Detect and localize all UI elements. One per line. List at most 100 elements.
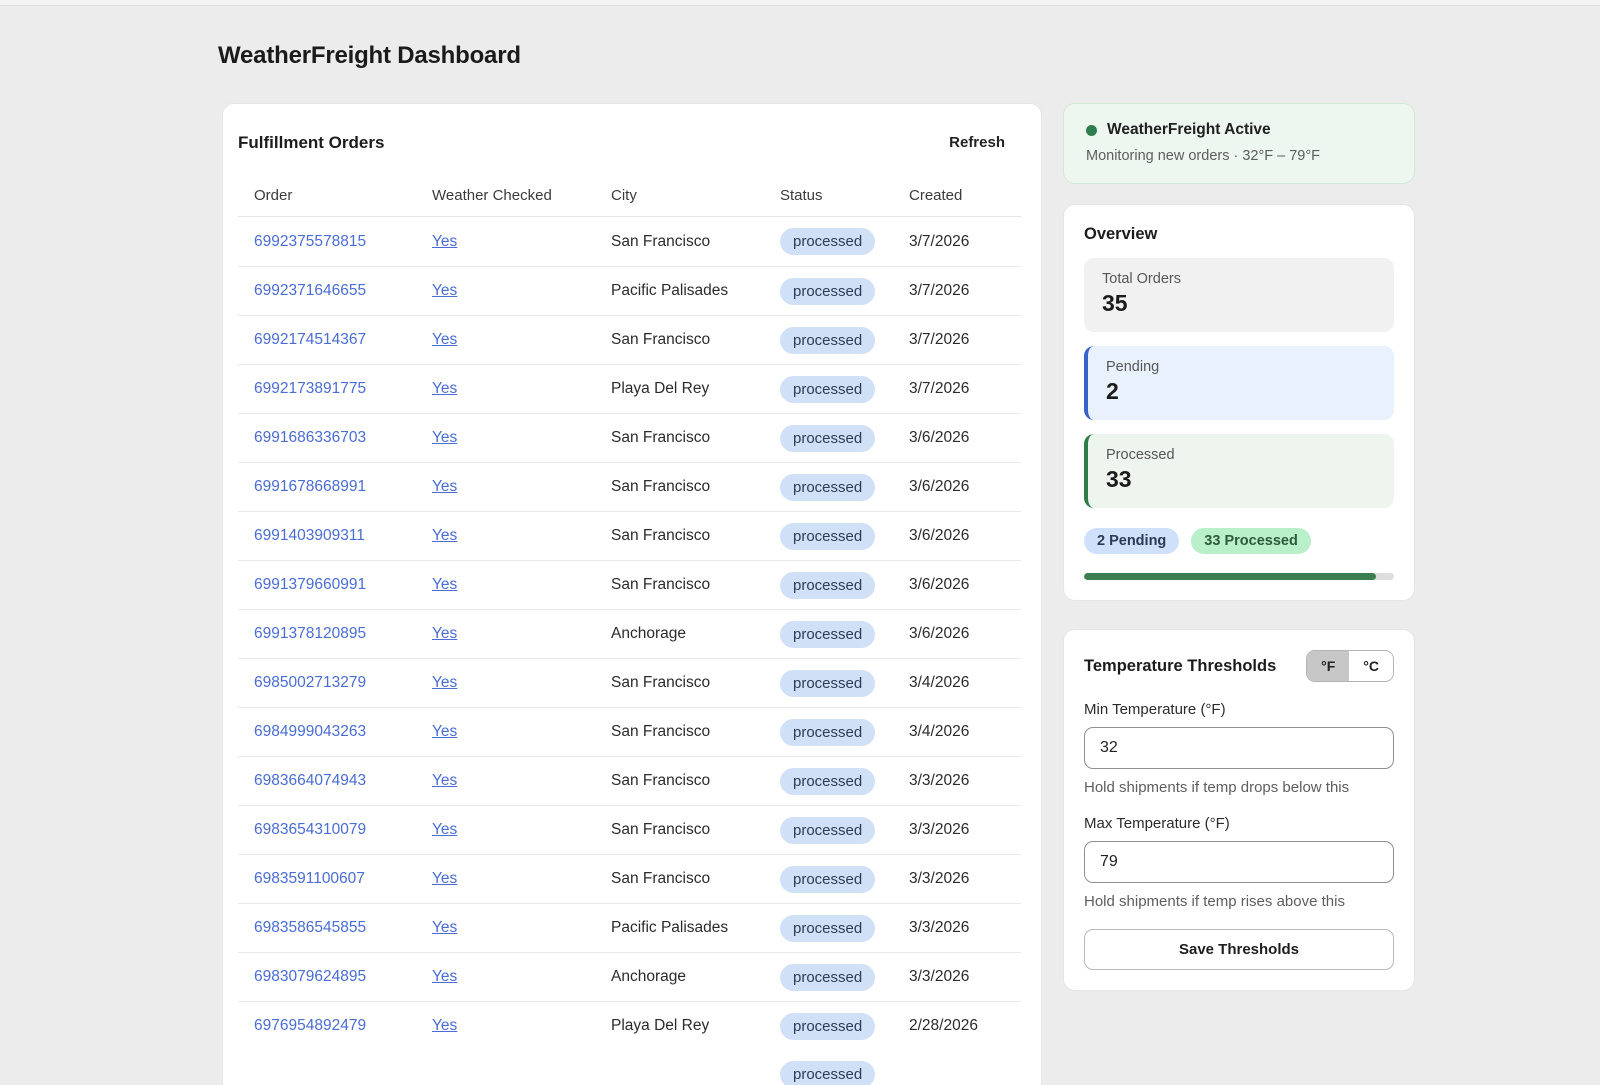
created-cell: 3/3/2026 [893,870,1021,888]
status-cell: processed [764,817,893,844]
order-number-link[interactable]: 6992371646655 [254,282,366,299]
weather-checked-link[interactable]: Yes [432,576,457,593]
status-badge: processed [780,1061,875,1085]
weather-checked-link[interactable]: Yes [432,380,457,397]
created-cell: 3/7/2026 [893,380,1021,398]
created-cell: 2/28/2026 [893,1017,1021,1035]
unit-toggle-celsius[interactable]: °C [1349,651,1393,681]
weather-checked-link[interactable]: Yes [432,331,457,348]
stat-value: 35 [1102,290,1376,317]
max-temperature-input[interactable] [1084,841,1394,883]
order-number-link[interactable]: 6983654310079 [254,821,366,838]
min-temperature-input[interactable] [1084,727,1394,769]
order-cell: 6983591100607 [238,870,416,888]
order-number-link[interactable]: 6992173891775 [254,380,366,397]
weather-checked-link[interactable]: Yes [432,233,457,250]
orders-table: Order Weather Checked City Status Create… [238,175,1021,1085]
order-cell: 6983664074943 [238,772,416,790]
created-cell: 3/3/2026 [893,772,1021,790]
created-cell: 3/6/2026 [893,625,1021,643]
status-cell: processed [764,719,893,746]
order-cell: 6992173891775 [238,380,416,398]
stat-value: 33 [1106,466,1376,493]
order-number-link[interactable]: 6983664074943 [254,772,366,789]
weather-checked-cell: Yes [416,968,595,986]
unit-toggle-fahrenheit[interactable]: °F [1307,651,1349,681]
order-number-link[interactable]: 6983079624895 [254,968,366,985]
stat-label: Processed [1106,447,1376,463]
order-number-link[interactable]: 6991378120895 [254,625,366,642]
order-cell: 6992371646655 [238,282,416,300]
order-number-link[interactable]: 6992375578815 [254,233,366,250]
weather-checked-cell: Yes [416,282,595,300]
weather-checked-cell: Yes [416,331,595,349]
service-status-card: WeatherFreight Active Monitoring new ord… [1063,103,1415,184]
status-cell: processed [764,572,893,599]
save-thresholds-button[interactable]: Save Thresholds [1084,929,1394,970]
table-row: 6992375578815 Yes San Francisco processe… [238,217,1021,266]
city-cell: Playa Del Rey [595,1017,764,1035]
overview-stats: Total Orders 35 Pending 2 Processed 33 [1084,258,1394,508]
order-cell: 6976954892479 [238,1017,416,1035]
city-cell: San Francisco [595,233,764,251]
order-number-link[interactable]: 6983591100607 [254,870,365,887]
table-row: 6983654310079 Yes San Francisco processe… [238,805,1021,854]
city-cell: Anchorage [595,968,764,986]
created-cell: 3/7/2026 [893,331,1021,349]
created-cell: 3/3/2026 [893,821,1021,839]
order-number-link[interactable]: 6985002713279 [254,674,366,691]
order-number-link[interactable]: 6991686336703 [254,429,366,446]
weather-checked-link[interactable]: Yes [432,478,457,495]
status-cell: processed [764,1013,893,1040]
service-status-title: WeatherFreight Active [1107,121,1271,139]
city-cell: Playa Del Rey [595,380,764,398]
weather-checked-link[interactable]: Yes [432,821,457,838]
table-row: 6985002713279 Yes San Francisco processe… [238,658,1021,707]
weather-checked-link[interactable]: Yes [432,919,457,936]
status-badge: processed [780,523,875,550]
weather-checked-link[interactable]: Yes [432,1017,457,1034]
order-number-link[interactable]: 6983586545855 [254,919,366,936]
weather-checked-cell: Yes [416,576,595,594]
weather-checked-link[interactable]: Yes [432,429,457,446]
status-cell: processed [764,670,893,697]
city-cell: San Francisco [595,331,764,349]
weather-checked-link[interactable]: Yes [432,282,457,299]
city-cell: Pacific Palisades [595,282,764,300]
refresh-button[interactable]: Refresh [947,130,1007,155]
weather-checked-cell: Yes [416,723,595,741]
weather-checked-cell: Yes [416,478,595,496]
status-badge: processed [780,1013,875,1040]
status-cell: processed [764,768,893,795]
fulfillment-orders-card: Fulfillment Orders Refresh Order Weather… [222,103,1042,1085]
weather-checked-link[interactable]: Yes [432,527,457,544]
table-row: 6992371646655 Yes Pacific Palisades proc… [238,266,1021,315]
status-badge: processed [780,278,875,305]
order-number-link[interactable]: 6992174514367 [254,331,366,348]
weather-checked-link[interactable]: Yes [432,674,457,691]
status-badge: processed [780,327,875,354]
status-cell: processed [764,621,893,648]
order-number-link[interactable]: 6991403909311 [254,527,365,544]
weather-checked-link[interactable]: Yes [432,870,457,887]
order-number-link[interactable]: 6991379660991 [254,576,366,593]
order-number-link[interactable]: 6984999043263 [254,723,366,740]
city-cell: Anchorage [595,625,764,643]
order-cell: 6991379660991 [238,576,416,594]
weather-checked-link[interactable]: Yes [432,625,457,642]
column-header-order: Order [238,187,416,204]
overview-heading: Overview [1084,225,1394,244]
order-cell: 6983079624895 [238,968,416,986]
weather-checked-link[interactable]: Yes [432,968,457,985]
table-row: 6992173891775 Yes Playa Del Rey processe… [238,364,1021,413]
status-cell: processed [764,915,893,942]
status-badge: processed [780,474,875,501]
weather-checked-link[interactable]: Yes [432,723,457,740]
status-cell: processed [764,474,893,501]
weather-checked-cell: Yes [416,233,595,251]
city-cell: San Francisco [595,723,764,741]
city-cell: San Francisco [595,674,764,692]
order-number-link[interactable]: 6991678668991 [254,478,366,495]
order-number-link[interactable]: 6976954892479 [254,1017,366,1034]
weather-checked-link[interactable]: Yes [432,772,457,789]
